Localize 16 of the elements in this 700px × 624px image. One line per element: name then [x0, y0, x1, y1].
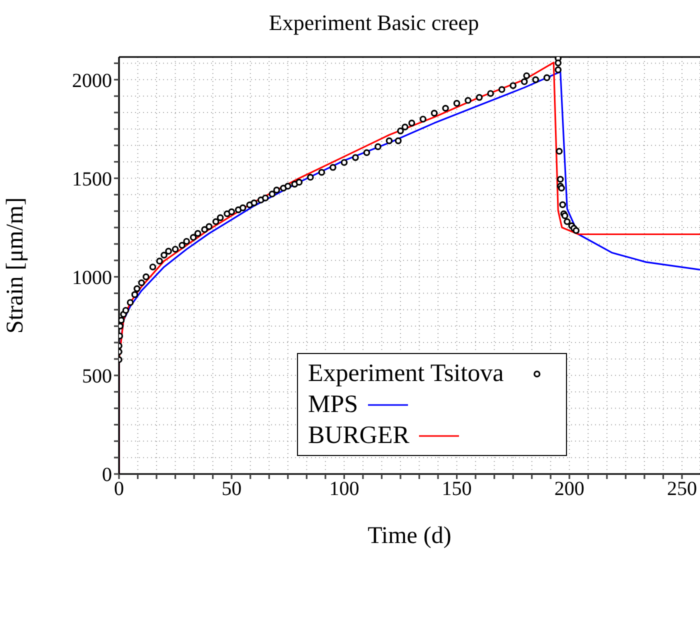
- y-tick-label: 1500: [72, 168, 112, 190]
- y-tick-label: 0: [102, 464, 112, 486]
- legend-label: MPS: [308, 390, 358, 420]
- y-axis-title: Strain [μm/m]: [2, 197, 29, 334]
- legend-label: BURGER: [308, 421, 410, 451]
- y-tick-label: 500: [82, 366, 112, 388]
- y-tick-label: 1000: [72, 266, 112, 289]
- x-tick-label: 200: [554, 478, 584, 500]
- x-tick-label: 150: [442, 478, 472, 500]
- x-tick-label: 100: [329, 478, 360, 500]
- chart-title: Experiment Basic creep: [268, 10, 480, 36]
- y-tick-label: 2000: [72, 70, 112, 92]
- legend-label: Experiment Tsitova: [308, 359, 504, 389]
- x-tick-label: 50: [222, 478, 242, 500]
- x-axis-title: Time (d): [368, 523, 452, 549]
- x-tick-label: 250: [666, 478, 697, 500]
